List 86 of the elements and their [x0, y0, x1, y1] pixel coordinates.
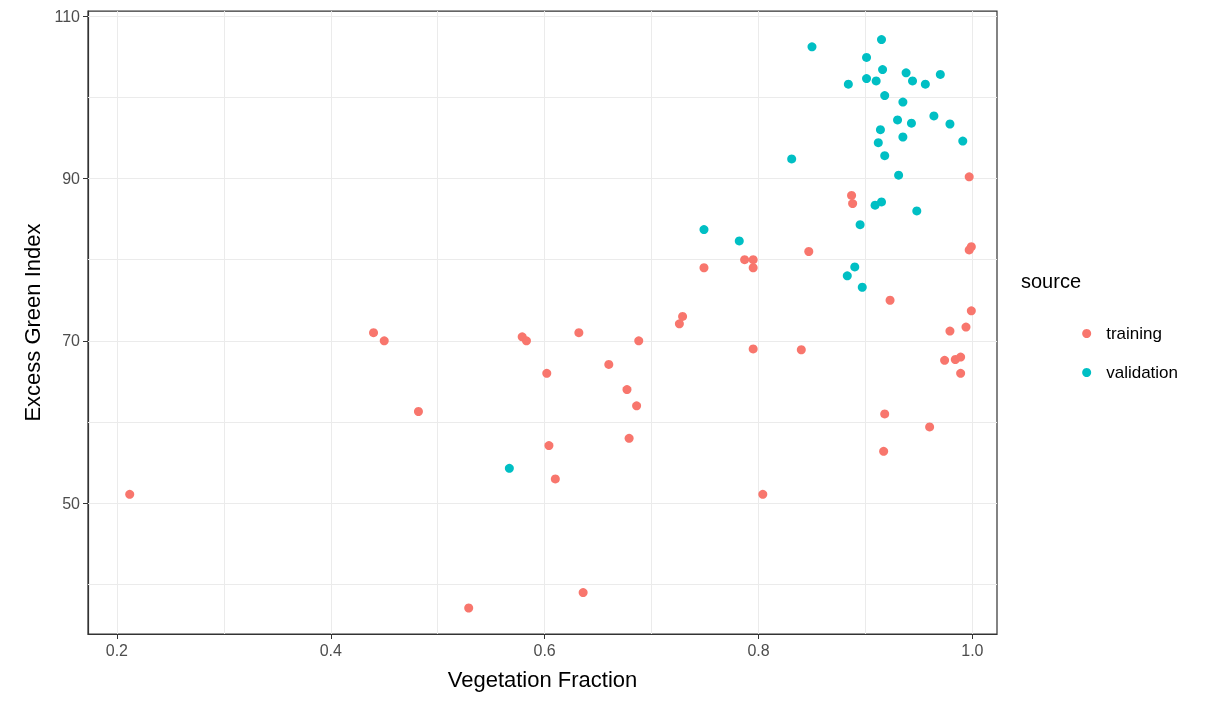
point — [862, 74, 872, 84]
point — [945, 326, 955, 336]
point — [857, 282, 867, 292]
point — [544, 441, 554, 451]
y-tick-label: 90 — [62, 169, 81, 187]
point — [748, 255, 758, 265]
point — [880, 91, 890, 101]
point — [920, 79, 930, 89]
point — [379, 336, 389, 346]
point — [674, 319, 684, 329]
y-tick-label: 110 — [54, 7, 81, 25]
point — [878, 65, 888, 75]
point — [871, 76, 881, 86]
point — [877, 197, 886, 207]
point — [929, 111, 939, 121]
y-axis-title: Excess Green Index — [20, 223, 46, 422]
point — [880, 409, 890, 419]
point — [848, 199, 858, 209]
point — [935, 69, 945, 79]
point — [369, 328, 379, 338]
point — [622, 385, 632, 395]
point — [634, 336, 644, 346]
point — [413, 406, 423, 416]
point — [956, 352, 966, 362]
legend-title: source — [1020, 270, 1081, 292]
point — [964, 172, 974, 182]
point — [873, 138, 883, 148]
x-tick-label: 0.8 — [747, 641, 770, 659]
point — [740, 255, 750, 265]
point — [125, 489, 135, 499]
legend-label: training — [1106, 324, 1162, 343]
point — [699, 263, 709, 273]
point — [966, 306, 976, 316]
point — [880, 151, 890, 161]
point — [925, 422, 935, 432]
x-axis-title: Vegetation Fraction — [447, 666, 638, 692]
point — [550, 474, 560, 484]
point — [898, 132, 908, 142]
x-tick-label: 1.0 — [961, 641, 984, 659]
point — [877, 35, 886, 45]
y-tick-label: 70 — [62, 332, 81, 350]
point — [542, 368, 552, 378]
point — [906, 118, 916, 128]
point — [734, 236, 744, 246]
point — [885, 295, 895, 305]
point — [961, 322, 971, 332]
point — [787, 154, 797, 164]
point — [898, 97, 908, 107]
point — [604, 359, 614, 369]
point — [855, 220, 865, 230]
point — [678, 311, 688, 321]
x-tick-label: 0.2 — [105, 641, 129, 659]
point — [956, 368, 966, 378]
point — [804, 247, 814, 256]
point — [945, 119, 955, 129]
x-tick-label: 0.6 — [533, 641, 556, 659]
point — [574, 328, 584, 338]
point — [748, 344, 758, 354]
point — [893, 115, 903, 125]
point — [875, 125, 885, 135]
point — [879, 446, 889, 456]
point — [758, 489, 768, 499]
x-tick-label: 0.4 — [319, 641, 342, 659]
point — [912, 206, 922, 216]
point — [842, 271, 852, 281]
point — [862, 52, 872, 62]
point — [901, 68, 911, 78]
point — [699, 225, 709, 235]
point — [464, 603, 474, 613]
point — [521, 336, 531, 346]
point — [807, 42, 817, 52]
point — [843, 79, 853, 89]
y-tick-label: 50 — [62, 494, 81, 512]
point — [632, 401, 642, 411]
legend-label: validation — [1106, 363, 1178, 382]
point — [847, 190, 857, 200]
point — [624, 433, 634, 443]
point — [796, 345, 806, 355]
point — [908, 76, 918, 86]
point — [894, 170, 904, 180]
point — [940, 355, 950, 365]
point — [748, 263, 758, 273]
point — [958, 136, 968, 146]
point — [578, 588, 588, 598]
point — [504, 463, 514, 473]
point — [850, 262, 860, 272]
